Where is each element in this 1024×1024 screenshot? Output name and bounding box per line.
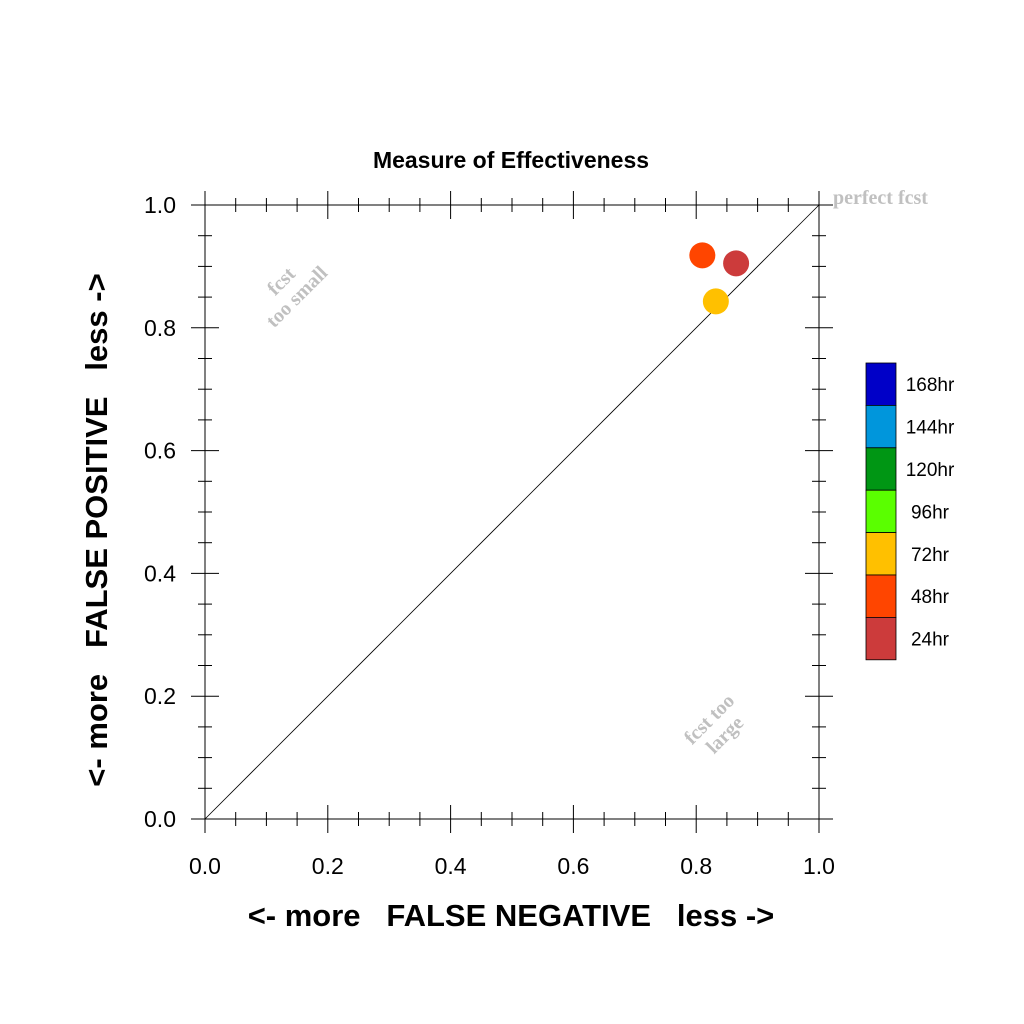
y-tick-label: 1.0	[144, 192, 176, 218]
legend-swatch-96hr	[865, 489, 897, 534]
legend-label-96hr: 96hr	[911, 502, 950, 523]
annotation-perfect-forecast: perfect fcst	[833, 187, 928, 209]
annotation-too-large: fcst too large	[680, 690, 748, 758]
chart-title: Measure of Effectiveness	[373, 147, 649, 173]
x-tick-labels: 0.0 0.2 0.4 0.6 0.8 1.0	[189, 853, 835, 879]
legend-label-168hr: 168hr	[906, 375, 955, 396]
legend-label-72hr: 72hr	[911, 545, 950, 566]
axis-ticks	[191, 191, 833, 833]
data-points	[689, 242, 750, 315]
annotation-too-small-line2: too small	[262, 262, 332, 332]
y-tick-label: 0.8	[144, 315, 176, 341]
x-axis-label: <- more FALSE NEGATIVE less ->	[248, 898, 775, 933]
legend-swatch-24hr	[865, 617, 897, 661]
x-tick-label: 0.0	[189, 853, 221, 879]
y-tick-label: 0.4	[144, 560, 176, 586]
y-tick-label: 0.6	[144, 438, 176, 464]
legend-swatch-144hr	[865, 404, 897, 449]
legend-label-120hr: 120hr	[906, 460, 955, 481]
legend-label-144hr: 144hr	[906, 418, 955, 439]
legend-swatch-72hr	[865, 532, 897, 576]
point-48hr	[689, 242, 716, 269]
legend: 168hr 144hr 120hr 96hr 72hr 48hr 24hr	[865, 362, 955, 661]
x-tick-label: 0.6	[557, 853, 589, 879]
y-tick-label: 0.0	[144, 806, 176, 832]
annotation-too-small: fcst too small	[262, 262, 332, 332]
y-tick-labels: 0.0 0.2 0.4 0.6 0.8 1.0	[144, 192, 176, 832]
legend-swatch-48hr	[865, 574, 897, 618]
legend-swatch-120hr	[865, 447, 897, 491]
x-tick-label: 1.0	[803, 853, 835, 879]
x-tick-label: 0.8	[680, 853, 712, 879]
x-tick-label: 0.4	[435, 853, 467, 879]
point-72hr	[702, 288, 729, 315]
point-24hr	[723, 250, 750, 277]
legend-label-24hr: 24hr	[911, 630, 950, 651]
y-axis-label: <- more FALSE POSITIVE less ->	[79, 273, 114, 786]
x-tick-label: 0.2	[312, 853, 344, 879]
legend-swatch-168hr	[865, 362, 897, 406]
legend-label-48hr: 48hr	[911, 587, 950, 608]
y-tick-label: 0.2	[144, 683, 176, 709]
